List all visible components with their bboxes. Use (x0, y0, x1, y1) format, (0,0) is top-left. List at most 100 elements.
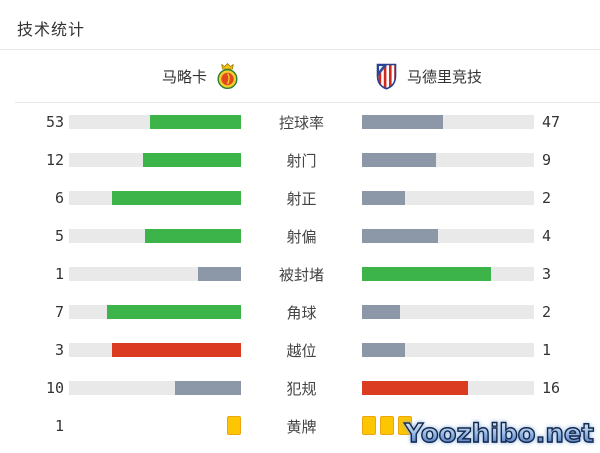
away-bar (362, 305, 534, 319)
stat-row: 3 越位 1 (0, 331, 600, 369)
away-bar (362, 267, 534, 281)
home-bar-track (69, 115, 241, 129)
home-bar-track (69, 381, 241, 395)
home-value: 10 (45, 379, 64, 397)
home-value: 1 (54, 417, 64, 435)
away-value: 4 (542, 227, 552, 245)
home-yellow-cards (69, 416, 241, 435)
home-bar-fill (107, 305, 241, 319)
away-bar-track (362, 191, 534, 205)
home-bar-fill (174, 381, 241, 395)
home-bar-track (69, 191, 241, 205)
home-bar-fill (112, 343, 241, 357)
away-value: 2 (542, 189, 552, 207)
home-value: 6 (54, 189, 64, 207)
away-bar-track (362, 115, 534, 129)
home-bar-fill (149, 115, 241, 129)
away-bar-track (362, 305, 534, 319)
home-value: 53 (45, 113, 64, 131)
away-bar-fill (362, 115, 443, 129)
stat-row: 1 黄牌 (0, 407, 600, 445)
away-bar-fill (362, 153, 436, 167)
home-value: 7 (54, 303, 64, 321)
mallorca-crest-icon (217, 63, 238, 90)
stat-row: 1 被封堵 3 (0, 255, 600, 293)
yellow-card-icon (398, 416, 412, 435)
stat-label: 射正 (286, 190, 317, 208)
stat-row: 7 角球 2 (0, 293, 600, 331)
home-value: 3 (54, 341, 64, 359)
yellow-card-icon (227, 416, 241, 435)
home-bar (69, 305, 241, 319)
away-value: 16 (542, 379, 561, 397)
away-bar-track (362, 381, 534, 395)
away-bar-track (362, 229, 534, 243)
home-bar-fill (112, 191, 241, 205)
away-value: 2 (542, 303, 552, 321)
stat-label: 控球率 (278, 114, 324, 132)
away-bar-fill (362, 191, 405, 205)
away-bar-track (362, 267, 534, 281)
stat-label: 被封堵 (278, 266, 324, 284)
away-bar (362, 343, 534, 357)
away-value: 47 (542, 113, 561, 131)
home-bar-fill (142, 153, 241, 167)
away-value: 3 (542, 265, 552, 283)
stat-label: 越位 (286, 342, 317, 360)
away-bar (362, 191, 534, 205)
away-bar-track (362, 153, 534, 167)
header-divider (0, 49, 600, 50)
home-bar-fill (198, 267, 241, 281)
home-bar (69, 229, 241, 243)
away-value: 9 (542, 151, 552, 169)
page-title: 技术统计 (17, 22, 86, 39)
away-bar (362, 229, 534, 243)
home-bar-track (69, 305, 241, 319)
team-header-home: 马略卡 (0, 50, 240, 102)
stats-rows: 53 控球率 47 12 射门 9 6 射正 2 5 射偏 4 1 被封堵 3 7 角球 2 3 越位 1 10 犯规 16 1… (0, 103, 600, 445)
stat-label: 射门 (286, 152, 317, 170)
home-value: 1 (54, 265, 64, 283)
home-bar (69, 153, 241, 167)
away-bar-track (362, 343, 534, 357)
stat-label: 射偏 (286, 228, 317, 246)
stat-label: 犯规 (286, 380, 317, 398)
home-bar (69, 343, 241, 357)
stat-row: 12 射门 9 (0, 141, 600, 179)
away-bar (362, 381, 534, 395)
away-bar-fill (362, 381, 468, 395)
away-bar-fill (362, 343, 405, 357)
yellow-card-icon (380, 416, 394, 435)
away-bar-fill (362, 229, 439, 243)
away-value: 1 (542, 341, 552, 359)
stat-label: 黄牌 (286, 418, 317, 436)
home-bar-track (69, 153, 241, 167)
watermark: Yoozhibo.net (404, 418, 595, 449)
stat-row: 6 射正 2 (0, 179, 600, 217)
stat-row: 5 射偏 4 (0, 217, 600, 255)
home-bar (69, 267, 241, 281)
home-bar-track (69, 343, 241, 357)
home-bar-track (69, 267, 241, 281)
home-bar (69, 115, 241, 129)
away-bar (362, 153, 534, 167)
home-bar-fill (145, 229, 241, 243)
away-team-name: 马德里竞技 (407, 68, 483, 86)
away-bar (362, 416, 534, 435)
team-header-away: 马德里竞技 (374, 50, 482, 102)
table-top-divider (15, 102, 600, 103)
away-bar-fill (362, 267, 491, 281)
stat-label: 角球 (286, 304, 317, 322)
home-team-name: 马略卡 (161, 68, 207, 86)
home-value: 5 (54, 227, 64, 245)
home-bar (69, 191, 241, 205)
home-bar-track (69, 229, 241, 243)
home-bar (69, 416, 241, 435)
atletico-madrid-crest-icon (376, 63, 397, 90)
yellow-card-icon (362, 416, 376, 435)
away-yellow-cards (362, 416, 534, 435)
away-bar (362, 115, 534, 129)
stat-row: 53 控球率 47 (0, 103, 600, 141)
home-bar (69, 381, 241, 395)
stat-row: 10 犯规 16 (0, 369, 600, 407)
